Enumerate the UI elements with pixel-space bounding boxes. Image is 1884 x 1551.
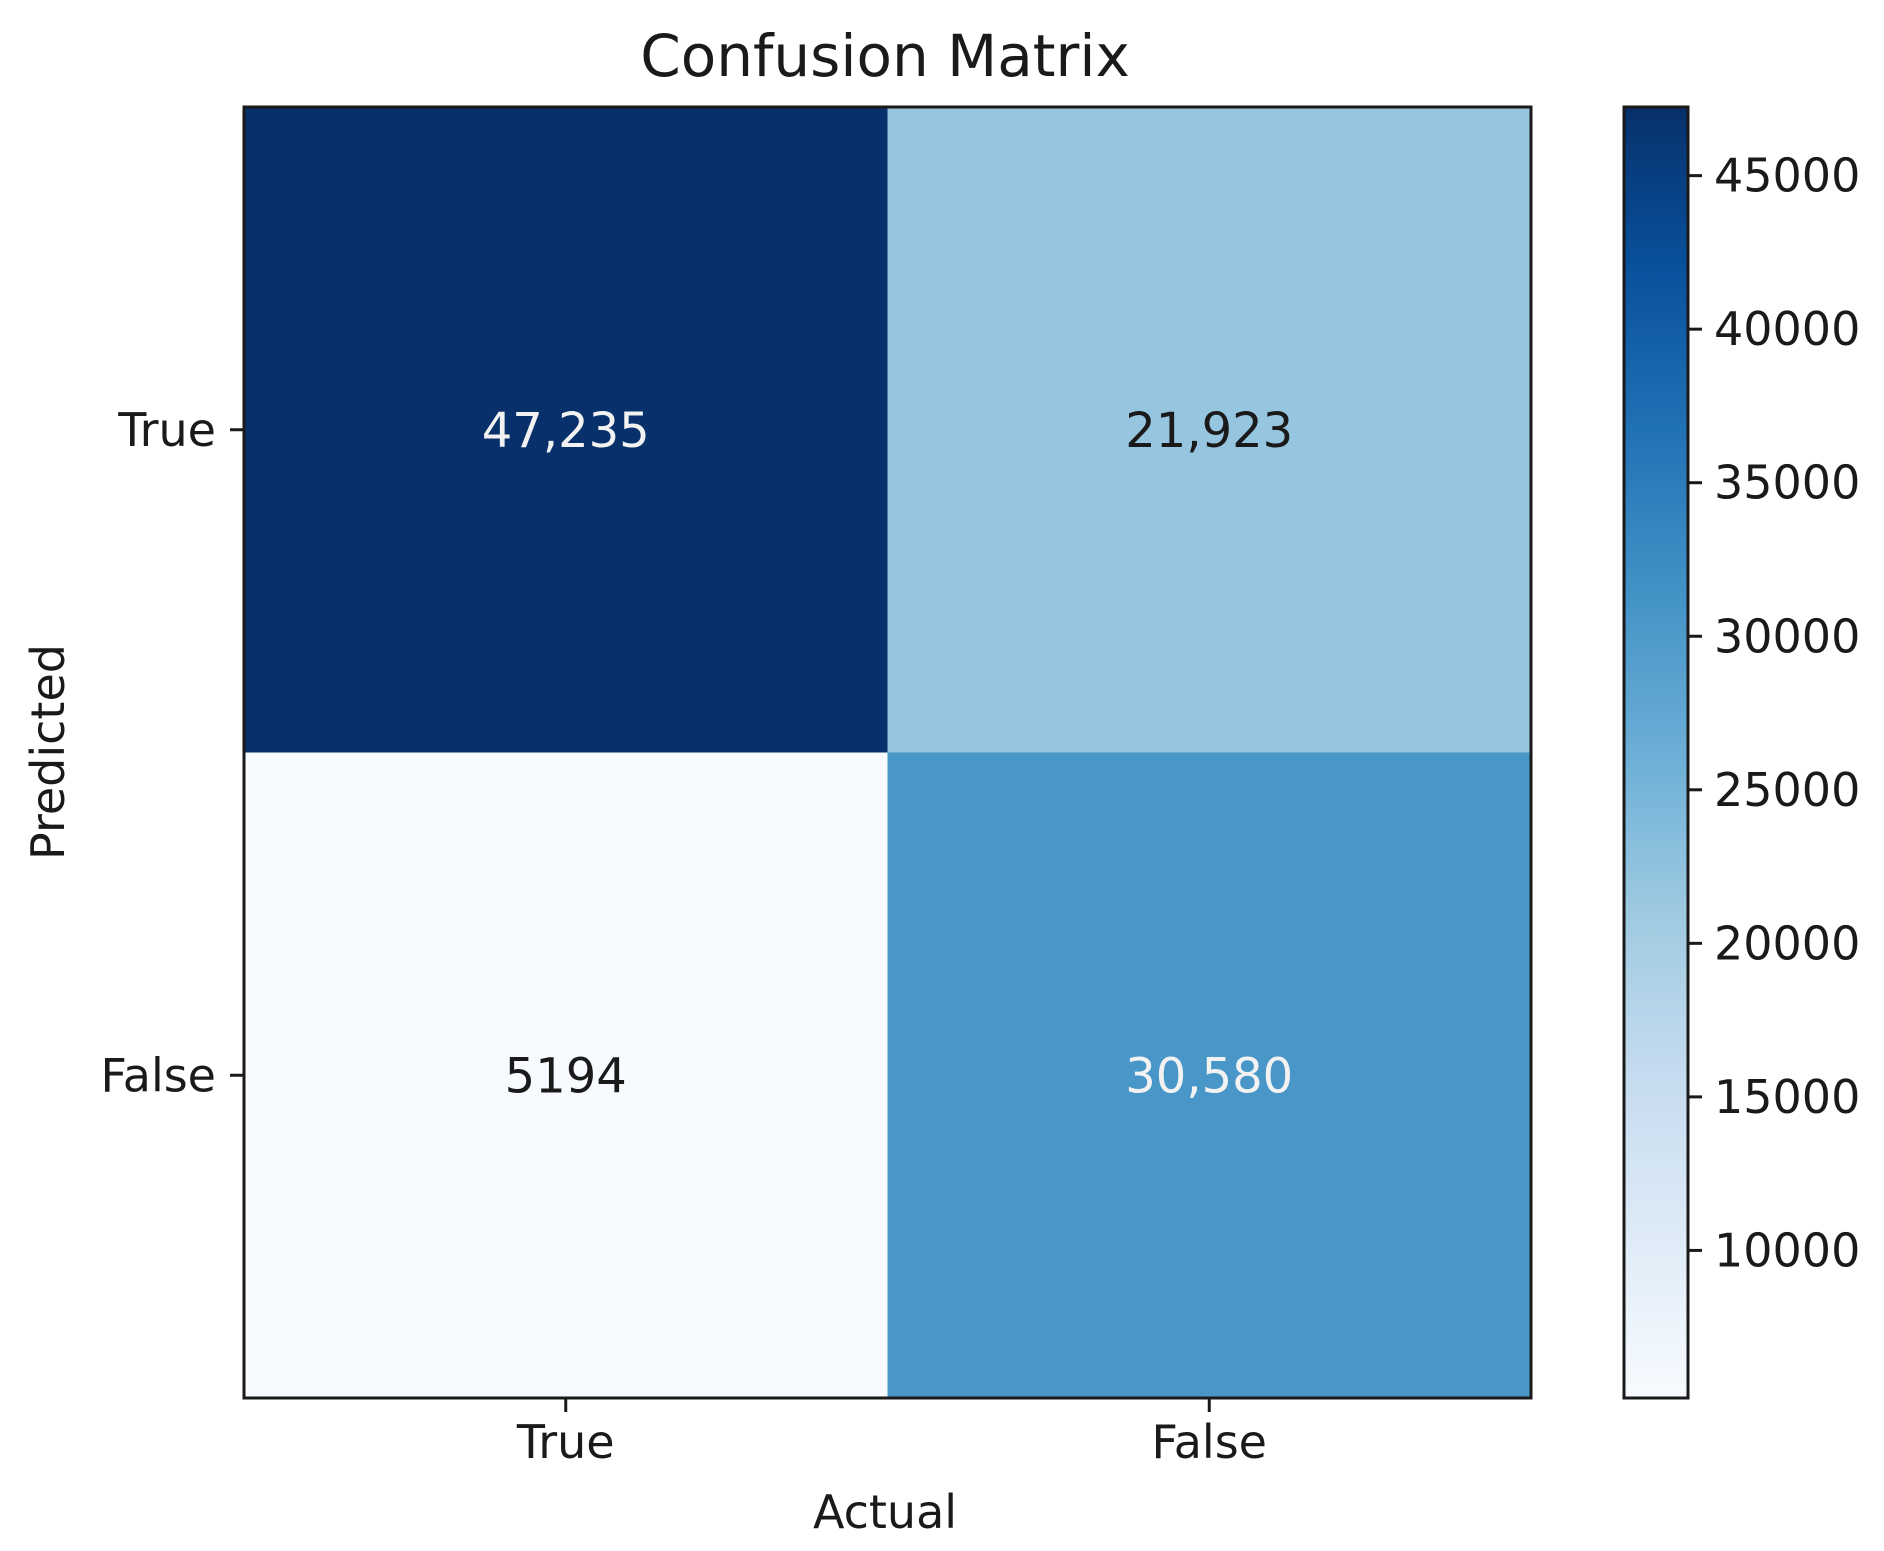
x-tick-label-1: False [1152, 1415, 1267, 1469]
y-tick-label-0: True [117, 403, 216, 457]
colorbar-tick-label-7: 45000 [1714, 149, 1860, 203]
colorbar [1622, 105, 1690, 1400]
colorbar-tick-label-0: 10000 [1714, 1223, 1860, 1277]
x-axis-label: Actual [813, 1485, 957, 1539]
colorbar-tick-label-5: 35000 [1714, 456, 1860, 510]
y-tick-label-1: False [101, 1048, 216, 1102]
heatmap-cell-r0-c1 [887, 107, 1532, 753]
y-axis-label: Predicted [21, 644, 75, 860]
colorbar-tick-label-2: 20000 [1714, 916, 1860, 970]
heatmap-cells [244, 107, 1532, 1399]
x-axis-ticks: True False [516, 1398, 1267, 1469]
colorbar-tick-label-3: 25000 [1714, 763, 1860, 817]
colorbar-tick-label-1: 15000 [1714, 1070, 1860, 1124]
cell-value-r1-c1: 30,580 [1125, 1048, 1293, 1104]
heatmap-cell-labels: 47,235 21,923 5194 30,580 [482, 403, 1293, 1105]
y-axis-ticks: True False [101, 403, 244, 1102]
heatmap-cell-r1-c1 [887, 752, 1532, 1399]
cell-value-r1-c0: 5194 [505, 1048, 627, 1104]
heatmap-cell-r1-c0 [244, 752, 888, 1399]
heatmap-cell-r0-c0 [244, 107, 888, 753]
x-tick-label-0: True [516, 1415, 615, 1469]
plot-frame [242, 105, 1533, 1400]
colorbar-ticks: 10000 15000 20000 25000 30000 35000 40000 45000 [1688, 149, 1860, 1277]
colorbar-tick-label-6: 40000 [1714, 302, 1860, 356]
chart-title: Confusion Matrix [640, 22, 1130, 90]
cell-value-r0-c1: 21,923 [1125, 403, 1293, 459]
colorbar-tick-label-4: 30000 [1714, 609, 1860, 663]
cell-value-r0-c0: 47,235 [482, 403, 650, 459]
